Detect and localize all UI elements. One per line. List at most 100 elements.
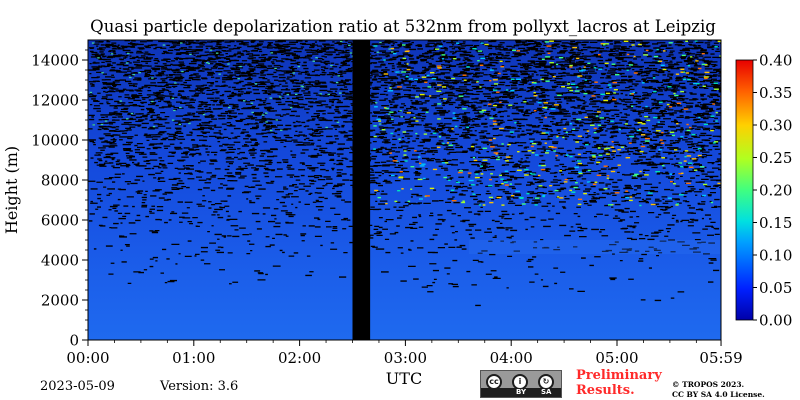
high-value-pixel	[673, 92, 676, 95]
high-value-pixel	[694, 40, 698, 42]
high-value-pixel	[569, 64, 573, 67]
high-value-pixel	[617, 149, 621, 151]
x-tick-label: 05:00	[595, 349, 638, 367]
high-value-pixel	[388, 90, 393, 92]
high-value-pixel	[603, 99, 608, 102]
high-value-pixel	[516, 169, 522, 171]
heatmap-noise	[88, 40, 721, 307]
high-value-pixel	[598, 154, 603, 156]
high-value-pixel	[595, 115, 599, 117]
cc-license-badge[interactable]: cc i ↻ BY SA	[480, 370, 562, 398]
high-value-pixel	[401, 71, 406, 73]
high-value-pixel	[586, 130, 590, 132]
high-value-pixel	[710, 201, 714, 204]
high-value-pixel	[383, 73, 389, 75]
high-value-pixel	[703, 123, 708, 126]
high-value-pixel	[578, 172, 583, 175]
high-value-pixel	[517, 151, 520, 153]
high-value-pixel	[667, 86, 672, 88]
high-value-pixel	[712, 142, 716, 144]
high-value-pixel	[569, 155, 573, 158]
preliminary-line-1: Preliminary	[576, 368, 662, 383]
high-value-pixel	[446, 142, 449, 144]
high-value-pixel	[602, 44, 606, 46]
high-value-pixel	[631, 105, 634, 107]
high-value-pixel	[467, 172, 472, 174]
y-tick-label: 12000	[31, 92, 79, 110]
high-value-pixel	[274, 67, 277, 70]
high-value-pixel	[265, 121, 268, 123]
high-value-pixel	[533, 110, 537, 112]
high-value-pixel	[437, 67, 442, 69]
high-value-pixel	[684, 150, 689, 152]
high-value-pixel	[227, 63, 230, 65]
high-value-pixel	[618, 128, 621, 131]
high-value-pixel	[171, 119, 175, 121]
high-value-pixel	[301, 86, 305, 88]
high-value-pixel	[549, 62, 554, 64]
high-value-pixel	[527, 150, 532, 152]
x-tick-label: 03:00	[384, 349, 427, 367]
high-value-pixel	[130, 112, 134, 115]
high-value-pixel	[667, 197, 672, 199]
high-value-pixel	[441, 54, 446, 56]
high-value-pixel	[398, 177, 404, 179]
high-value-pixel	[383, 59, 386, 61]
high-value-pixel	[448, 179, 451, 181]
high-value-pixel	[410, 188, 413, 190]
colorbar-tick-label: 0.00	[759, 312, 792, 330]
high-value-pixel	[181, 70, 184, 73]
high-value-pixel	[686, 129, 691, 132]
high-value-pixel	[597, 147, 601, 149]
high-value-pixel	[265, 112, 268, 114]
high-value-pixel	[403, 154, 407, 156]
high-value-pixel	[481, 109, 487, 111]
high-value-pixel	[503, 181, 508, 183]
high-value-pixel	[610, 120, 614, 122]
high-value-pixel	[511, 195, 515, 197]
high-value-pixel	[646, 119, 651, 122]
high-value-pixel	[660, 64, 665, 66]
high-value-pixel	[480, 42, 484, 44]
high-value-pixel	[701, 63, 705, 66]
copyright-note: © TROPOS 2023. CC BY SA 4.0 License.	[672, 380, 765, 400]
high-value-pixel	[715, 120, 718, 122]
high-value-pixel	[540, 168, 546, 171]
high-value-pixel	[674, 94, 679, 97]
high-value-pixel	[680, 68, 685, 70]
high-value-pixel	[600, 43, 605, 45]
high-value-pixel	[710, 129, 714, 132]
high-value-pixel	[462, 200, 465, 202]
high-value-pixel	[533, 92, 536, 94]
high-value-pixel	[698, 67, 702, 70]
high-value-pixel	[645, 49, 649, 52]
high-value-pixel	[533, 82, 537, 84]
high-value-pixel	[444, 162, 449, 164]
high-value-pixel	[425, 111, 429, 113]
high-value-pixel	[629, 196, 633, 198]
high-value-pixel	[593, 67, 597, 69]
high-value-pixel	[188, 122, 191, 125]
high-value-pixel	[376, 51, 380, 53]
high-value-pixel	[269, 97, 272, 99]
high-value-pixel	[657, 121, 660, 123]
high-value-pixel	[454, 125, 458, 128]
high-value-pixel	[559, 170, 562, 172]
high-value-pixel	[645, 105, 648, 108]
high-value-pixel	[512, 49, 516, 51]
high-value-pixel	[656, 48, 659, 51]
high-value-pixel	[472, 157, 476, 159]
high-value-pixel	[633, 72, 638, 74]
high-value-pixel	[653, 55, 659, 58]
high-value-pixel	[557, 94, 562, 96]
high-value-pixel	[514, 122, 517, 124]
high-value-pixel	[685, 40, 688, 42]
high-value-pixel	[669, 173, 673, 175]
high-value-pixel	[377, 196, 381, 199]
high-value-pixel	[466, 66, 470, 68]
high-value-pixel	[712, 103, 715, 105]
high-value-pixel	[388, 48, 391, 50]
high-value-pixel	[496, 91, 500, 93]
high-value-pixel	[534, 204, 538, 206]
high-value-pixel	[617, 164, 621, 166]
